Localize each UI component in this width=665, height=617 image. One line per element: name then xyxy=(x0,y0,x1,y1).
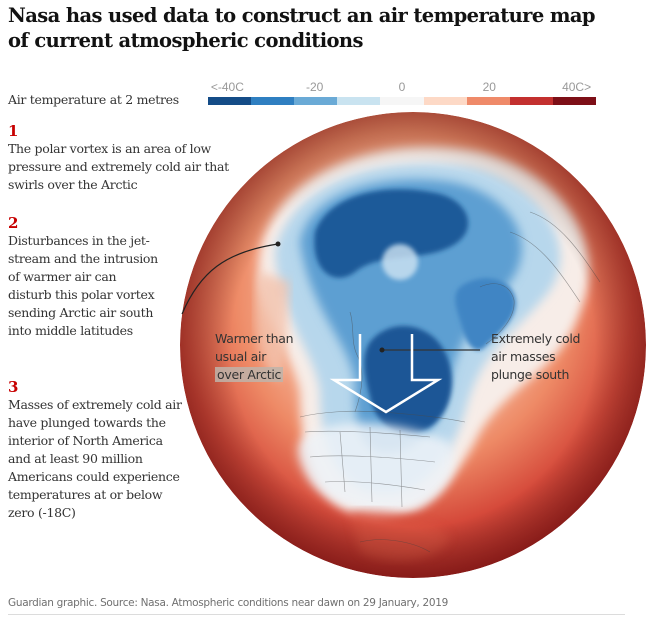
source-caption: Guardian graphic. Source: Nasa. Atmosphe… xyxy=(8,597,448,609)
legend-swatch xyxy=(251,97,295,105)
globe-image xyxy=(180,112,646,578)
legend-swatch xyxy=(552,97,596,105)
step-text: Disturbances in the jet-stream and the i… xyxy=(8,233,158,338)
legend-ticks: <-40C -20 0 20 40C> xyxy=(208,80,596,94)
step-3: 3 Masses of extremely cold air have plun… xyxy=(8,378,208,522)
legend-tick: 0 xyxy=(398,80,406,94)
legend-tick: <-40C xyxy=(210,80,244,94)
legend-tick: 20 xyxy=(482,80,496,94)
step-number: 1 xyxy=(8,122,19,140)
legend-tick: -20 xyxy=(306,80,324,94)
legend-swatch xyxy=(423,97,467,105)
legend-swatch xyxy=(509,97,553,105)
legend-swatch xyxy=(208,97,252,105)
step-number: 2 xyxy=(8,214,19,232)
legend-swatch xyxy=(337,97,381,105)
annotation-text: usual air xyxy=(215,349,267,364)
legend-swatch xyxy=(380,97,424,105)
step-text: The polar vortex is an area of low press… xyxy=(8,141,229,192)
step-number: 3 xyxy=(8,378,19,396)
annotation-text: Extremely cold xyxy=(491,331,581,346)
legend-swatch xyxy=(294,97,338,105)
legend-tick: 40C> xyxy=(562,80,592,94)
page-title: Nasa has used data to construct an air t… xyxy=(8,4,596,52)
temperature-globe-map xyxy=(180,112,646,578)
legend-swatch xyxy=(466,97,510,105)
legend-colorbar xyxy=(208,97,596,105)
annotation-cold-masses: Extremely cold air masses plunge south xyxy=(491,330,581,384)
step-1: 1 The polar vortex is an area of low pre… xyxy=(8,122,229,194)
annotation-text: plunge south xyxy=(491,367,570,382)
annotation-text: air masses xyxy=(491,349,556,364)
annotation-warm-arctic: Warmer than usual air over Arctic xyxy=(215,330,294,384)
annotation-text-highlight: over Arctic xyxy=(215,367,284,382)
step-text: Masses of extremely cold air have plunge… xyxy=(8,397,182,520)
legend-label: Air temperature at 2 metres xyxy=(8,92,179,107)
divider xyxy=(8,614,625,615)
step-2: 2 Disturbances in the jet-stream and the… xyxy=(8,214,208,340)
annotation-text: Warmer than xyxy=(215,331,294,346)
